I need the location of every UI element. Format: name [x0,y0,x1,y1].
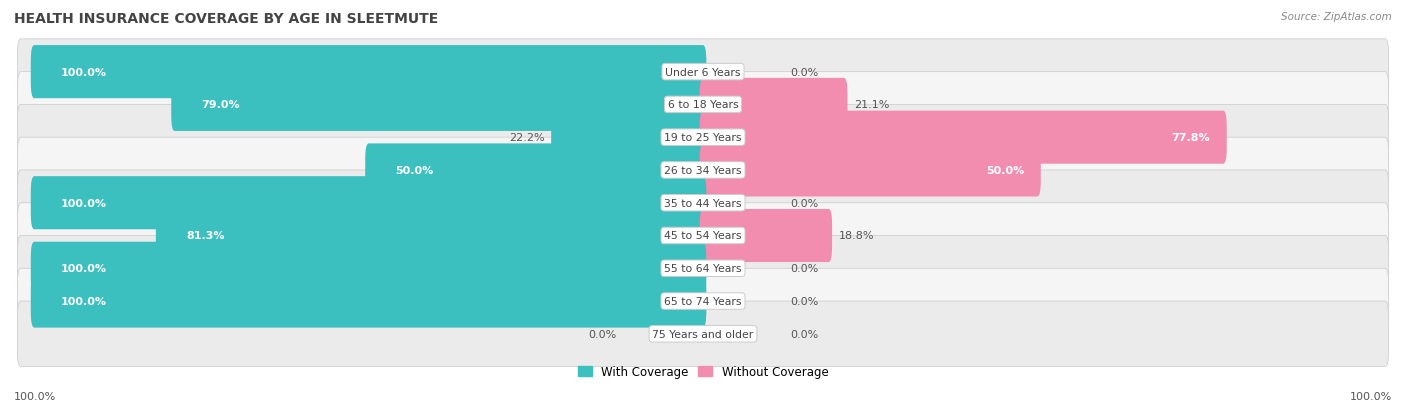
FancyBboxPatch shape [31,177,706,230]
Text: 77.8%: 77.8% [1171,133,1211,143]
Text: 26 to 34 Years: 26 to 34 Years [664,166,742,176]
Text: 18.8%: 18.8% [839,231,875,241]
FancyBboxPatch shape [17,301,1389,367]
FancyBboxPatch shape [17,236,1389,301]
Text: 55 to 64 Years: 55 to 64 Years [664,263,742,273]
Text: 0.0%: 0.0% [790,329,818,339]
Text: 0.0%: 0.0% [790,67,818,77]
Text: 75 Years and older: 75 Years and older [652,329,754,339]
Text: Under 6 Years: Under 6 Years [665,67,741,77]
FancyBboxPatch shape [31,242,706,295]
Text: HEALTH INSURANCE COVERAGE BY AGE IN SLEETMUTE: HEALTH INSURANCE COVERAGE BY AGE IN SLEE… [14,12,439,26]
FancyBboxPatch shape [17,268,1389,334]
Text: 45 to 54 Years: 45 to 54 Years [664,231,742,241]
Text: 0.0%: 0.0% [588,329,616,339]
Text: 100.0%: 100.0% [1350,391,1392,401]
FancyBboxPatch shape [700,78,848,132]
Text: 100.0%: 100.0% [60,297,107,306]
Text: 0.0%: 0.0% [790,263,818,273]
FancyBboxPatch shape [700,112,1226,164]
Text: 81.3%: 81.3% [186,231,225,241]
Text: 100.0%: 100.0% [60,67,107,77]
FancyBboxPatch shape [366,144,706,197]
Text: 100.0%: 100.0% [14,391,56,401]
FancyBboxPatch shape [17,203,1389,268]
FancyBboxPatch shape [31,46,706,99]
FancyBboxPatch shape [17,72,1389,138]
FancyBboxPatch shape [700,209,832,262]
FancyBboxPatch shape [172,78,706,132]
Text: 21.1%: 21.1% [855,100,890,110]
Text: 100.0%: 100.0% [60,198,107,208]
Legend: With Coverage, Without Coverage: With Coverage, Without Coverage [572,360,834,383]
Text: 50.0%: 50.0% [986,166,1024,176]
FancyBboxPatch shape [17,105,1389,171]
Text: 50.0%: 50.0% [395,166,433,176]
Text: 35 to 44 Years: 35 to 44 Years [664,198,742,208]
Text: 22.2%: 22.2% [509,133,544,143]
Text: 6 to 18 Years: 6 to 18 Years [668,100,738,110]
Text: 79.0%: 79.0% [201,100,240,110]
Text: 0.0%: 0.0% [790,198,818,208]
Text: 100.0%: 100.0% [60,263,107,273]
FancyBboxPatch shape [700,144,1040,197]
FancyBboxPatch shape [551,112,706,164]
FancyBboxPatch shape [17,171,1389,236]
Text: 65 to 74 Years: 65 to 74 Years [664,297,742,306]
FancyBboxPatch shape [156,209,706,262]
FancyBboxPatch shape [17,138,1389,203]
Text: 0.0%: 0.0% [790,297,818,306]
FancyBboxPatch shape [17,40,1389,105]
FancyBboxPatch shape [31,275,706,328]
Text: Source: ZipAtlas.com: Source: ZipAtlas.com [1281,12,1392,22]
Text: 19 to 25 Years: 19 to 25 Years [664,133,742,143]
